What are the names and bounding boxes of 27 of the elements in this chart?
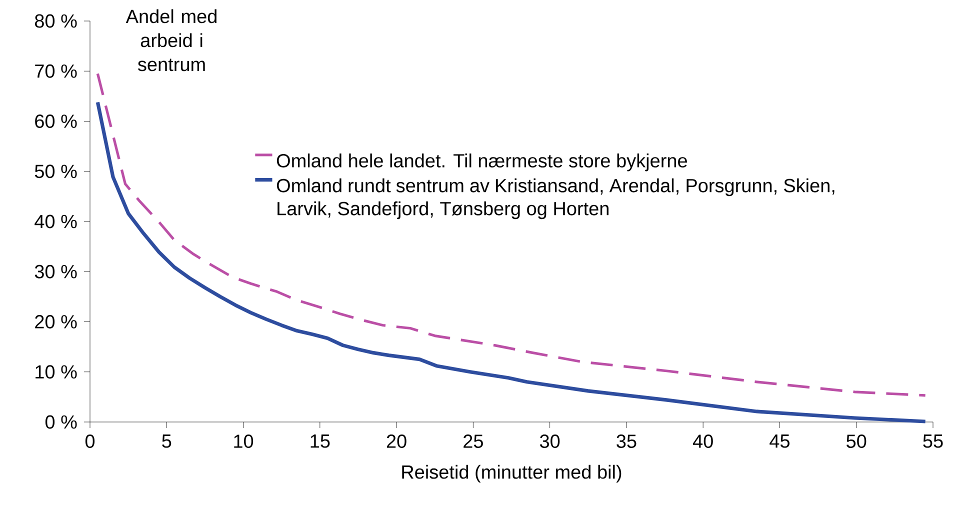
line-series <box>96 100 928 424</box>
y-tick-label: 0 % <box>45 415 77 429</box>
y-tick-label: 20 % <box>35 315 77 328</box>
x-tick-label: 50 <box>846 434 866 448</box>
y-tick-label: 10 % <box>36 365 77 379</box>
x-tick-label: 10 <box>234 434 254 448</box>
legend-label: Omland hele landet. Til nærmeste store bykjerne <box>276 154 687 172</box>
x-tick-label: 40 <box>692 434 713 448</box>
y-tick-label: 70 % <box>35 64 77 78</box>
x-tick-label: 15 <box>310 434 330 448</box>
y-tick-label: 40 % <box>34 214 77 228</box>
y-tick-label: 50 % <box>34 164 77 178</box>
x-tick-label: 45 <box>770 434 790 448</box>
x-tick-label: 35 <box>616 434 636 448</box>
y-tick-label: 30 % <box>34 264 77 278</box>
y-axis-title: Andel med arbeid i sentrum <box>126 9 216 72</box>
x-tick-label: 5 <box>162 434 172 448</box>
legend-label: Omland rundt sentrum av Kristiansand, Arendal, Porsgrunn, Skien, Larvik, Sandefjord, Tønsberg og Horten <box>276 178 834 220</box>
x-axis-title: Reisetid (minutter med bil) <box>402 464 622 483</box>
y-tick-label: 80 % <box>34 14 77 28</box>
x-tick-label: 55 <box>923 434 943 448</box>
x-tick-label: 30 <box>540 434 560 448</box>
x-tick-label: 25 <box>464 434 483 448</box>
y-tick-label: 60 % <box>35 114 77 128</box>
x-tick-label: 0 <box>85 434 95 448</box>
x-tick-label: 20 <box>386 434 406 448</box>
line-series <box>96 72 927 397</box>
